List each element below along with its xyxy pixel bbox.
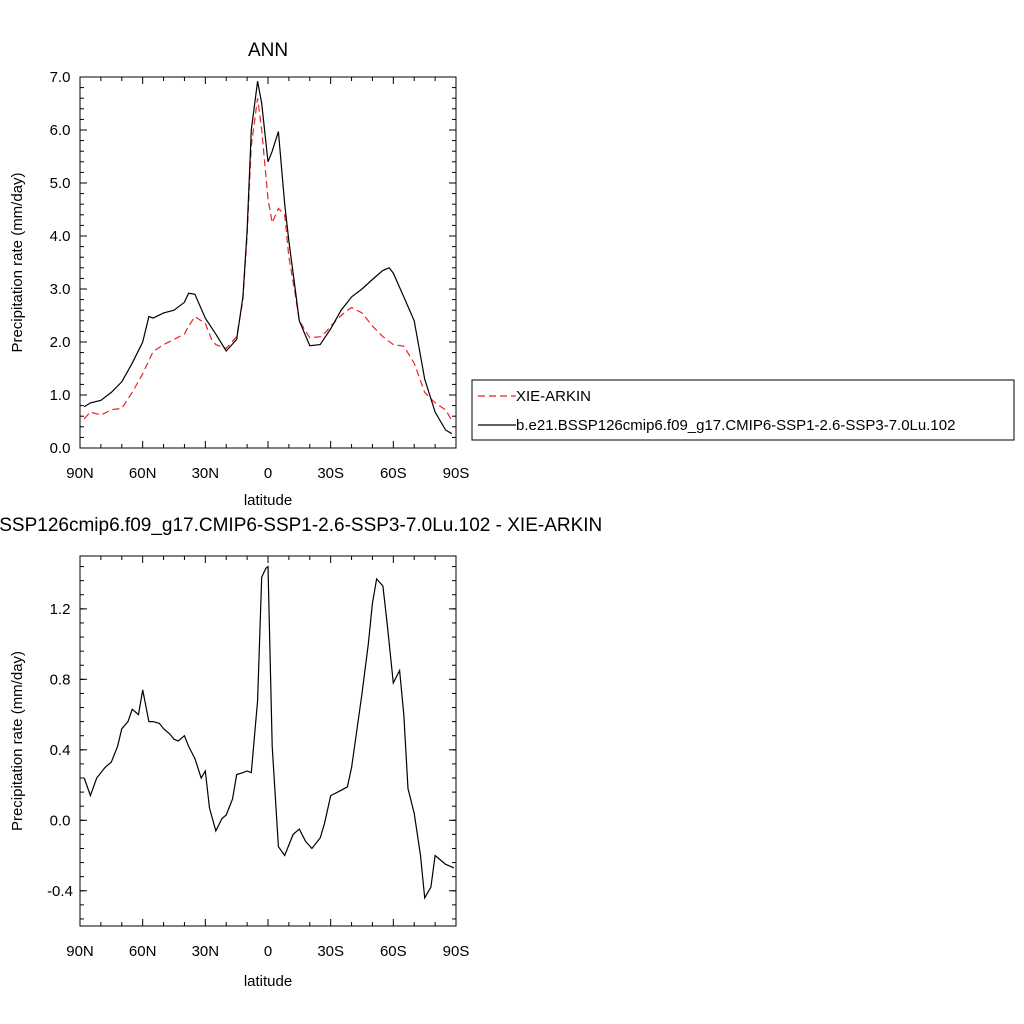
x-tick-label: 90S [443,465,470,482]
y-tick-label: 0.0 [50,812,71,829]
x-tick-label: 90S [443,943,470,960]
y-tick-label: -0.4 [47,883,73,900]
series-line-1 [83,98,453,421]
x-tick-label: 30N [192,465,220,482]
y-tick-label: 0.4 [50,742,71,759]
x-tick-label: 60N [129,465,157,482]
x-tick-label: 30S [317,465,344,482]
y-tick-label: 2.0 [50,334,71,351]
x-axis-label: latitude [244,492,292,509]
y-axis-label: Precipitation rate (mm/day) [9,651,26,831]
x-tick-label: 30N [192,943,220,960]
x-tick-label: 0 [264,465,272,482]
y-tick-label: 3.0 [50,281,71,298]
x-tick-label: 90N [66,943,94,960]
plot-frame [79,76,457,449]
plot-frame [79,555,457,927]
chart-title: b.e21.BSSP126cmip6.f09_g17.CMIP6-SSP1-2.… [0,515,602,536]
x-tick-label: 0 [264,943,272,960]
y-tick-label: 1.2 [50,601,71,618]
chart-title: ANN [248,40,288,61]
legend: XIE-ARKIN b.e21.BSSP126cmip6.f09_g17.CMIP… [471,379,1015,441]
y-tick-label: 7.0 [50,69,71,86]
y-tick-label: 5.0 [50,175,71,192]
chart-panel-2: 90N 60N 30N 0 30S 60S 90S -0.4 0.0 0.4 0.8 1.2 b.e21… [0,515,602,990]
x-tick-label: 60S [380,943,407,960]
y-tick-label: 0.0 [50,440,71,457]
x-tick-label: 60S [380,465,407,482]
legend-label-2: b.e21.BSSP126cmip6.f09_g17.CMIP6-SSP1-2.… [516,417,955,434]
series-line-1 [83,565,455,900]
x-tick-label: 60N [129,943,157,960]
x-tick-label: 90N [66,465,94,482]
chart-panel-1: 90N 60N 30N 0 30S 60S 90S 0.0 1.0 2.0 3.0 4.0 5.0 6.0… [9,40,1015,509]
y-tick-label: 4.0 [50,228,71,245]
legend-label-1: XIE-ARKIN [516,388,591,405]
y-axis-label: Precipitation rate (mm/day) [9,172,26,352]
x-axis-label: latitude [244,973,292,990]
y-tick-label: 6.0 [50,122,71,139]
legend-box [471,379,1015,441]
y-tick-label: 0.8 [50,671,71,688]
y-tick-label: 1.0 [50,387,71,404]
x-tick-label: 30S [317,943,344,960]
series-line-2 [83,81,453,435]
